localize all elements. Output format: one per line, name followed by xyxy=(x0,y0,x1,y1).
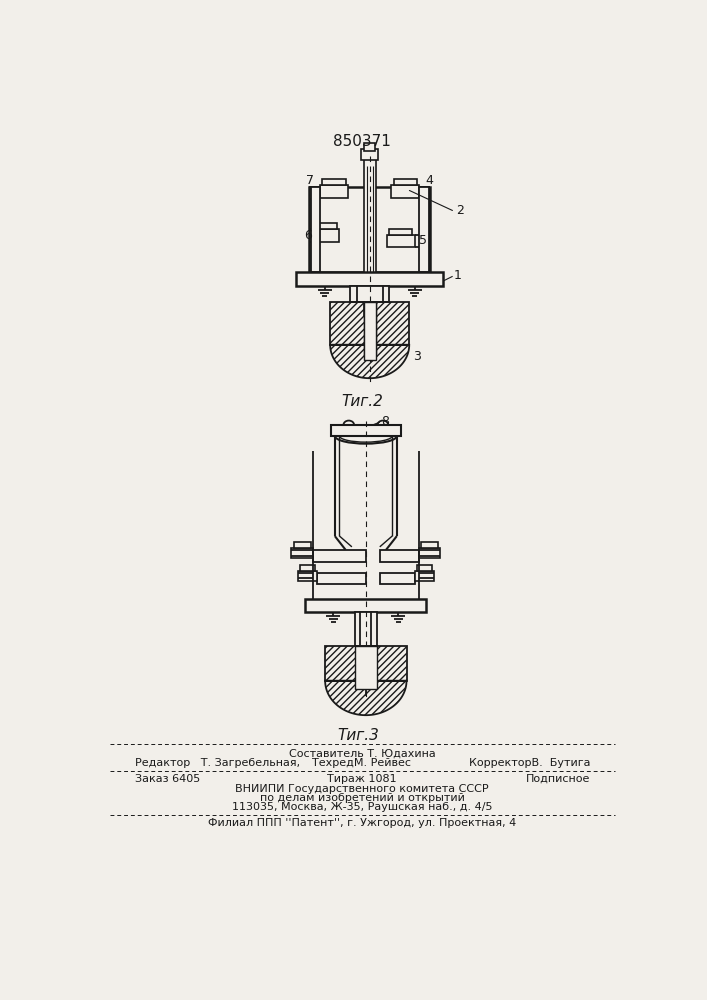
Bar xyxy=(317,223,337,229)
Bar xyxy=(416,565,432,571)
Bar xyxy=(380,550,419,562)
Bar xyxy=(298,571,317,581)
Bar xyxy=(313,550,366,562)
Bar xyxy=(330,302,409,345)
Text: 850371: 850371 xyxy=(333,134,391,149)
Bar xyxy=(380,573,414,584)
Bar xyxy=(387,235,414,247)
Bar xyxy=(355,612,377,646)
Text: КорректорВ.  Бутига: КорректорВ. Бутига xyxy=(469,758,590,768)
Bar xyxy=(317,573,366,584)
Text: 5: 5 xyxy=(419,234,427,247)
Text: 7: 7 xyxy=(306,174,314,187)
Bar xyxy=(311,187,320,272)
Bar xyxy=(421,542,438,548)
Text: 8: 8 xyxy=(381,415,390,428)
Bar xyxy=(325,646,407,681)
Bar xyxy=(355,646,377,689)
Bar xyxy=(364,143,375,151)
Bar xyxy=(331,425,401,436)
Text: Филиал ППП ''Патент'', г. Ужгород, ул. Проектная, 4: Филиал ППП ''Патент'', г. Ужгород, ул. П… xyxy=(208,818,516,828)
Bar xyxy=(291,548,313,558)
Bar xyxy=(293,542,311,548)
Text: Заказ 6405: Заказ 6405 xyxy=(135,774,200,784)
Text: ВНИИПИ Государственного комитета СССР: ВНИИПИ Государственного комитета СССР xyxy=(235,784,489,794)
Text: Составитель Т. Юдахина: Составитель Т. Юдахина xyxy=(288,748,436,758)
Bar xyxy=(419,187,428,272)
Text: Подписное: Подписное xyxy=(526,774,590,784)
Text: 3: 3 xyxy=(413,350,421,363)
Bar xyxy=(305,599,426,612)
Bar xyxy=(363,302,376,356)
Bar xyxy=(300,565,315,571)
Bar xyxy=(296,272,443,286)
Bar xyxy=(315,229,339,242)
Text: 2: 2 xyxy=(457,204,464,217)
Text: Тираж 1081: Тираж 1081 xyxy=(327,774,397,784)
Text: по делам изобретений и открытий: по делам изобретений и открытий xyxy=(259,793,464,803)
Text: Τиг.3: Τиг.3 xyxy=(337,728,379,743)
Bar xyxy=(322,179,346,185)
Bar xyxy=(392,185,419,198)
Text: ТехредМ. Рейвес: ТехредМ. Рейвес xyxy=(312,758,411,768)
Text: Τиг.2: Τиг.2 xyxy=(341,394,383,409)
Bar xyxy=(309,187,430,272)
Bar xyxy=(419,548,440,558)
Text: 4: 4 xyxy=(426,174,433,187)
Bar xyxy=(351,286,389,302)
Text: 6: 6 xyxy=(304,229,312,242)
Bar xyxy=(394,179,417,185)
Bar xyxy=(363,302,376,360)
Text: Редактор   Т. Загребельная,: Редактор Т. Загребельная, xyxy=(135,758,300,768)
Bar xyxy=(414,571,434,581)
Text: 1: 1 xyxy=(453,269,461,282)
Bar xyxy=(361,149,378,160)
Bar xyxy=(363,158,376,316)
Text: 113035, Москва, Ж-35, Раушская наб., д. 4/5: 113035, Москва, Ж-35, Раушская наб., д. … xyxy=(232,802,492,812)
Bar xyxy=(320,185,348,198)
Bar xyxy=(389,229,412,235)
